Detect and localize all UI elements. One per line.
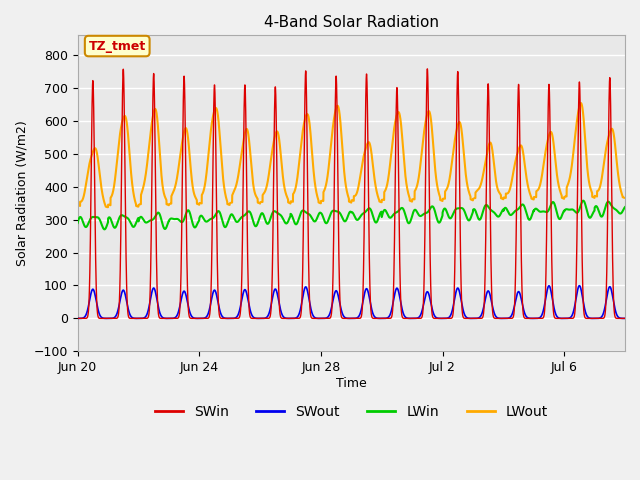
LWout: [526, 190, 534, 196]
SWin: [621, 315, 628, 321]
SWout: [575, 283, 583, 288]
Y-axis label: Solar Radiation (W/m2): Solar Radiation (W/m2): [15, 120, 28, 266]
SWin: [289, 315, 297, 321]
LWin: [579, 198, 587, 204]
X-axis label: Time: Time: [336, 377, 367, 390]
LWin: [621, 204, 628, 210]
LWin: [100, 227, 108, 232]
LWout: [74, 203, 81, 208]
LWout: [621, 195, 628, 201]
Line: SWout: SWout: [77, 286, 625, 318]
SWout: [511, 301, 518, 307]
SWout: [484, 288, 492, 294]
SWin: [506, 315, 513, 321]
LWout: [577, 100, 585, 106]
SWout: [304, 291, 312, 297]
Text: TZ_tmet: TZ_tmet: [88, 39, 146, 52]
SWout: [526, 315, 534, 321]
LWin: [305, 211, 312, 216]
Legend: SWin, SWout, LWin, LWout: SWin, SWout, LWin, LWout: [149, 399, 554, 424]
LWout: [511, 161, 518, 167]
Title: 4-Band Solar Radiation: 4-Band Solar Radiation: [264, 15, 439, 30]
SWin: [424, 66, 431, 72]
SWin: [511, 296, 518, 302]
LWin: [289, 215, 297, 221]
SWin: [304, 228, 312, 233]
SWout: [74, 315, 81, 321]
LWout: [484, 144, 492, 150]
Line: LWout: LWout: [77, 103, 625, 207]
SWin: [526, 315, 534, 321]
LWin: [484, 204, 492, 210]
LWout: [289, 199, 297, 204]
SWout: [621, 315, 628, 321]
LWout: [104, 204, 112, 210]
SWin: [484, 83, 492, 88]
Line: SWin: SWin: [77, 69, 625, 318]
LWin: [506, 212, 513, 217]
SWin: [74, 315, 81, 321]
LWin: [74, 220, 81, 226]
Line: LWin: LWin: [77, 201, 625, 229]
LWin: [511, 208, 518, 214]
LWout: [506, 187, 513, 193]
SWout: [289, 315, 297, 321]
LWout: [305, 113, 312, 119]
LWin: [526, 217, 534, 223]
SWout: [506, 315, 513, 321]
